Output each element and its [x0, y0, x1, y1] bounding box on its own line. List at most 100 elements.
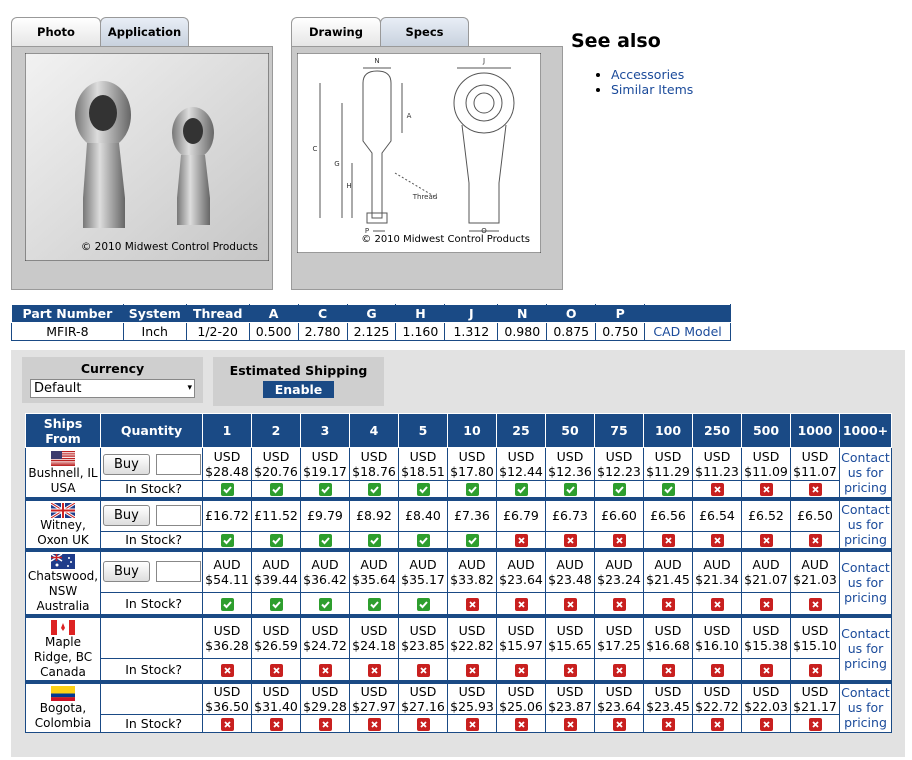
out-of-stock-icon [349, 714, 399, 733]
price-currency: USD [360, 622, 388, 638]
price-cell: AUD $23.64 [496, 547, 546, 593]
price: $36.42 [303, 571, 347, 587]
flag [51, 619, 75, 635]
out-of-stock-icon [594, 657, 644, 683]
price: $22.72 [695, 698, 739, 714]
price: $26.59 [254, 637, 298, 653]
quantity-cell: Buy [100, 496, 203, 532]
price-cell: £6.56 [643, 496, 693, 532]
out-of-stock-icon [545, 657, 595, 683]
price: $23.64 [499, 571, 543, 587]
header-cell: Quantity [100, 413, 203, 448]
price-currency: USD [507, 449, 535, 464]
enable-button[interactable]: Enable [262, 381, 335, 398]
out-of-stock-icon [594, 591, 644, 617]
currency-select[interactable]: Default ▾ [30, 379, 195, 398]
price-cell: USD $22.82 [447, 613, 497, 659]
spec-cell: 0.980 [497, 322, 548, 341]
stock-label: In Stock? [100, 714, 203, 733]
price-currency: USD [605, 449, 633, 464]
spec-table: Part Number System Thread A C G H J N O P MFIR-8 In… [11, 304, 731, 341]
link[interactable]: Accessories [611, 67, 685, 82]
drawing-label: C [313, 145, 318, 153]
tab[interactable]: Application [100, 17, 189, 46]
out-of-stock-icon [251, 714, 301, 733]
price-cell: USD $36.28 [202, 613, 252, 659]
buy-button[interactable]: Buy [103, 453, 150, 475]
price: £8.40 [405, 508, 441, 524]
currency-label: Currency [80, 361, 145, 376]
contact-link[interactable]: Contact us for pricing [841, 626, 890, 671]
in-stock-icon [496, 480, 546, 499]
out-of-stock-icon [692, 714, 742, 733]
cad-link[interactable]: CAD Model [653, 324, 722, 339]
price-currency: USD [213, 622, 241, 638]
drawing-label: J [482, 57, 485, 65]
flag [51, 502, 75, 518]
price-cell: USD $23.64 [594, 679, 644, 715]
in-stock-icon [398, 480, 448, 499]
drawing-label: Thread [412, 193, 437, 201]
spec-header-cell: N [497, 304, 548, 323]
price-cell: AUD $21.45 [643, 547, 693, 593]
quantity-header: 25 [496, 413, 546, 448]
in-stock-icon [300, 591, 350, 617]
quantity-header: 5 [398, 413, 448, 448]
price-cell: USD $28.48 [202, 447, 252, 481]
price-cell: USD $31.40 [251, 679, 301, 715]
buy-button[interactable]: Buy [103, 561, 150, 583]
price: $11.23 [695, 464, 739, 479]
out-of-stock-icon [398, 657, 448, 683]
quantity-header: 250 [692, 413, 742, 448]
buy-button[interactable]: Buy [103, 505, 150, 527]
price-currency: AUD [703, 556, 731, 572]
contact-link[interactable]: Contact us for pricing [841, 685, 890, 731]
tab[interactable]: Specs [380, 17, 469, 46]
price-cell: USD $23.87 [545, 679, 595, 715]
price-cell: £9.79 [300, 496, 350, 532]
price: £6.54 [699, 508, 735, 524]
contact-link[interactable]: Contact us for pricing [841, 449, 890, 495]
price: $15.10 [793, 637, 837, 653]
price-cell: USD $12.36 [545, 447, 595, 481]
price: $23.85 [401, 637, 445, 653]
quantity-header: 10 [447, 413, 497, 448]
spec-cell: 2.780 [297, 322, 348, 341]
drawing-label: H [346, 182, 351, 190]
stock-row: In Stock? [26, 657, 892, 683]
price: $27.97 [352, 698, 396, 714]
price: $23.48 [548, 571, 592, 587]
tab[interactable]: Drawing [291, 17, 381, 46]
location: Bushnell, IL USA [28, 465, 98, 495]
contact-link[interactable]: Contact us for pricing [841, 560, 890, 605]
quantity-input[interactable] [155, 561, 201, 583]
price-cell: AUD $39.44 [251, 547, 301, 593]
price: $36.50 [205, 698, 249, 714]
price: $24.72 [303, 637, 347, 653]
price-currency: AUD [360, 556, 388, 572]
price-currency: USD [262, 683, 290, 699]
photo: © 2010 Midwest Control Products [25, 53, 269, 261]
out-of-stock-icon [496, 531, 546, 550]
price-currency: AUD [752, 556, 780, 572]
header-cell: Ships From [25, 413, 101, 448]
link[interactable]: Similar Items [611, 82, 694, 97]
spec-cell: MFIR-8 [11, 322, 124, 341]
flag [51, 553, 75, 569]
in-stock-icon [300, 531, 350, 550]
contact-cell: Contact us for pricing [839, 679, 892, 733]
quantity-input[interactable] [155, 505, 201, 527]
spec-cell: 2.125 [346, 322, 397, 341]
quantity-header: 1 [202, 413, 252, 448]
quantity-input[interactable] [155, 453, 201, 475]
price-cell: AUD $35.17 [398, 547, 448, 593]
tab[interactable]: Photo [11, 17, 101, 46]
drawing-label: G [334, 160, 339, 168]
price-cell: USD $11.07 [790, 447, 840, 481]
contact-link[interactable]: Contact us for pricing [841, 501, 890, 547]
price-currency: USD [213, 683, 241, 699]
drawing-label: P [365, 227, 369, 235]
price-cell: £6.60 [594, 496, 644, 532]
price: $16.10 [695, 637, 739, 653]
